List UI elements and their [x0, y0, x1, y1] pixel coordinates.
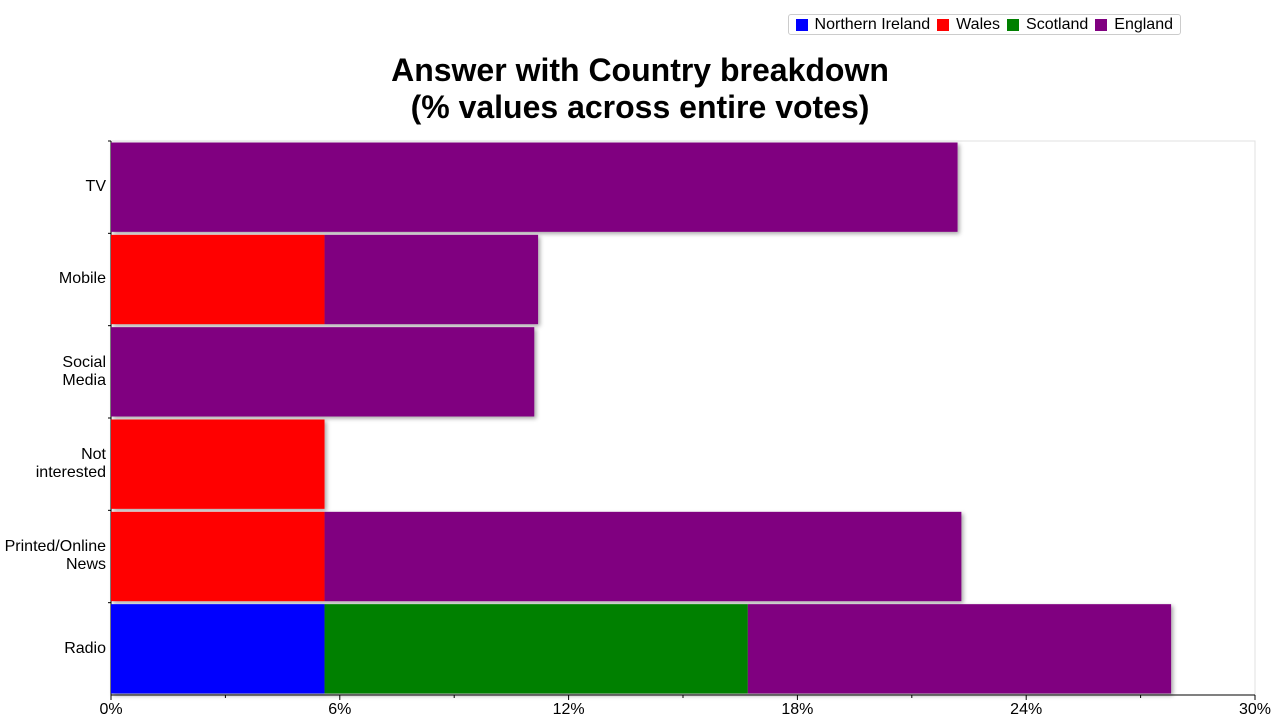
category-label-box: Radio [64, 603, 106, 695]
x-tick-label: 18% [781, 701, 813, 718]
legend-label: Wales [956, 15, 1001, 33]
legend-swatch [1007, 18, 1020, 31]
x-tick-label: 6% [328, 701, 351, 718]
category-label: Mobile [58, 270, 106, 288]
legend-swatch [1095, 18, 1108, 31]
bar-segment [111, 142, 958, 232]
bar-segment [111, 511, 325, 602]
bar-segment [111, 604, 325, 694]
category-label: Printed/Online News [4, 538, 106, 574]
bar-segment [324, 511, 962, 602]
legend: Northern Ireland Wales Scotland England [787, 14, 1181, 35]
bars [111, 142, 1172, 694]
bar-segment [324, 604, 748, 694]
legend-swatch [795, 18, 808, 31]
legend-label: Scotland [1026, 15, 1089, 33]
x-tick-label: 24% [1010, 701, 1042, 718]
category-label: TV [85, 178, 106, 196]
legend-swatch [937, 18, 950, 31]
category-label: Not interested [35, 446, 106, 482]
category-label-box: Social Media [62, 326, 106, 418]
category-label-box: Printed/Online News [5, 510, 106, 602]
bar-segment [324, 234, 539, 325]
bar-segment [111, 327, 535, 417]
bar-segment [111, 234, 325, 325]
category-label-box: Not interested [36, 418, 106, 510]
category-label-box: TV [86, 141, 106, 233]
legend-item: Wales [937, 16, 1000, 34]
bar-segment [111, 419, 325, 509]
legend-item: Scotland [1007, 16, 1088, 34]
x-tick-label: 30% [1239, 701, 1271, 718]
x-tick-label: 0% [99, 701, 122, 718]
chart-title: Answer with Country breakdown (% values … [391, 52, 889, 125]
category-label: Social Media [62, 353, 106, 389]
x-tick-label: 12% [553, 701, 585, 718]
legend-label: England [1114, 15, 1173, 33]
legend-item: England [1095, 16, 1173, 34]
legend-item: Northern Ireland [795, 15, 931, 34]
category-label-box: Mobile [59, 233, 106, 325]
bar-segment [747, 604, 1172, 694]
legend-label: Northern Ireland [814, 15, 931, 33]
category-label: Radio [64, 639, 106, 657]
